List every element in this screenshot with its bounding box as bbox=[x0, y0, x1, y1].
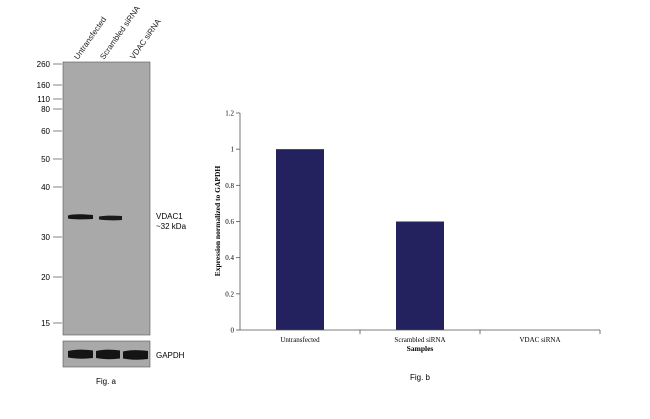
loading-control-label: GAPDH bbox=[156, 351, 185, 360]
band-size: ~32 kDa bbox=[156, 222, 187, 231]
bar-series bbox=[276, 149, 444, 330]
gapdh-band-untransfected bbox=[68, 349, 93, 359]
marker-40: 40 bbox=[41, 183, 50, 192]
marker-160: 160 bbox=[37, 81, 51, 90]
marker-60: 60 bbox=[41, 127, 50, 136]
x-axis-label: Samples bbox=[407, 344, 434, 353]
western-blot-panel: Untransfected Scrambled siRNA VDAC siRNA… bbox=[37, 4, 187, 386]
y-axis-ticks: 0 0.2 0.4 0.6 0.8 1 1.2 bbox=[225, 110, 240, 335]
blot-membrane bbox=[62, 61, 151, 336]
caption-fig-b: Fig. b bbox=[410, 373, 431, 382]
x-tick-label: Scrambled siRNA bbox=[394, 336, 445, 344]
marker-110: 110 bbox=[37, 95, 50, 104]
caption-fig-a: Fig. a bbox=[96, 377, 117, 386]
bar-scrambled-sirna bbox=[396, 221, 444, 330]
band-untransfected bbox=[68, 214, 93, 220]
bar-untransfected bbox=[276, 149, 324, 330]
gapdh-bands bbox=[68, 349, 148, 360]
x-tick-label: Untransfected bbox=[280, 336, 320, 344]
marker-20: 20 bbox=[41, 273, 50, 282]
gapdh-band-scrambled-sirna bbox=[96, 349, 120, 360]
vdac1-bands bbox=[68, 214, 122, 221]
marker-30: 30 bbox=[41, 233, 50, 242]
band-label: VDAC1 bbox=[156, 212, 183, 221]
y-tick-label: 0.8 bbox=[225, 182, 234, 190]
x-axis-ticks: Untransfected Scrambled siRNA VDAC siRNA bbox=[280, 330, 601, 344]
y-tick-label: 0 bbox=[231, 327, 235, 335]
y-tick-label: 0.2 bbox=[225, 290, 234, 298]
lane-label-vdac-sirna: VDAC siRNA bbox=[128, 17, 163, 61]
y-axis-label: Expression normalized to GAPDH bbox=[213, 166, 222, 277]
y-tick-label: 0.6 bbox=[225, 218, 234, 226]
marker-50: 50 bbox=[41, 155, 50, 164]
marker-15: 15 bbox=[41, 319, 50, 328]
marker-ladder: 260 160 110 80 60 50 40 30 20 15 bbox=[37, 60, 62, 328]
gapdh-band-vdac-sirna bbox=[123, 350, 148, 360]
marker-260: 260 bbox=[37, 60, 51, 69]
y-tick-label: 1.2 bbox=[225, 110, 234, 118]
y-tick-label: 0.4 bbox=[225, 254, 234, 262]
y-tick-label: 1 bbox=[231, 146, 235, 154]
band-scrambled-sirna bbox=[99, 215, 122, 221]
x-tick-label: VDAC siRNA bbox=[519, 336, 560, 344]
marker-80: 80 bbox=[41, 105, 50, 114]
bar-chart-panel: 0 0.2 0.4 0.6 0.8 1 1.2 Untransfected Scrambled… bbox=[213, 110, 601, 382]
